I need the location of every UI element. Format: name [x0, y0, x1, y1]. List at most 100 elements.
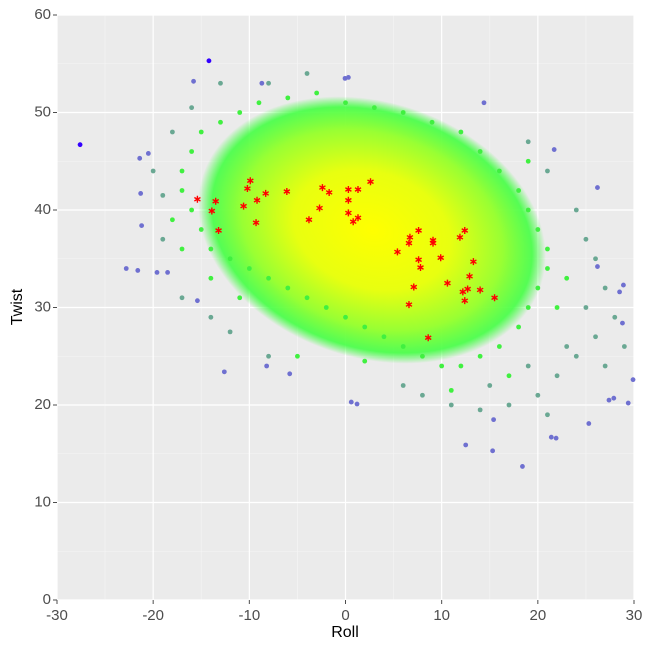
- point: [477, 407, 483, 413]
- point: [490, 448, 496, 454]
- point: [206, 58, 212, 64]
- point: [400, 110, 406, 115]
- point: [189, 149, 195, 154]
- point: [195, 298, 200, 304]
- point: [606, 397, 612, 403]
- point: [429, 119, 435, 125]
- point: [621, 282, 626, 288]
- point: [458, 129, 464, 135]
- axes: -30 -20 -10 0 10 20 30 0 10 20 30 40 50 60: [34, 6, 642, 624]
- point: [400, 344, 406, 349]
- point: [458, 363, 464, 369]
- x-tick-label: -30: [46, 607, 68, 624]
- point: [602, 363, 608, 369]
- point: [481, 100, 487, 106]
- point: [285, 285, 291, 291]
- point: [548, 434, 554, 440]
- x-tick-label: -10: [238, 607, 260, 624]
- point: [362, 358, 368, 364]
- point: [525, 305, 531, 310]
- star-point: [354, 186, 362, 194]
- point: [516, 324, 521, 330]
- point: [491, 417, 496, 423]
- point: [586, 421, 592, 426]
- star-point: [253, 196, 261, 204]
- point: [304, 71, 310, 76]
- star-point: [456, 233, 464, 241]
- point: [545, 168, 550, 174]
- point: [343, 314, 348, 320]
- star-point: [354, 214, 362, 222]
- point: [348, 399, 354, 405]
- point: [137, 155, 143, 161]
- star-point: [349, 218, 357, 226]
- point: [593, 256, 598, 262]
- point: [266, 80, 271, 86]
- star-point: [405, 301, 413, 309]
- point: [583, 305, 589, 310]
- point: [496, 344, 502, 349]
- point: [208, 246, 214, 252]
- point: [343, 100, 348, 106]
- point: [160, 192, 166, 198]
- point: [123, 266, 129, 271]
- star-point: [491, 294, 498, 302]
- y-tick-label: 20: [34, 396, 51, 413]
- x-tick-label: 10: [433, 607, 450, 624]
- point: [496, 168, 502, 174]
- star-point: [194, 195, 201, 203]
- point: [554, 373, 560, 379]
- x-tick-label: -20: [142, 607, 164, 624]
- point: [593, 334, 598, 340]
- y-tick-label: 50: [34, 103, 51, 120]
- point: [345, 75, 351, 80]
- point: [314, 90, 320, 96]
- point: [227, 329, 233, 335]
- point: [266, 353, 271, 359]
- point: [218, 119, 223, 125]
- x-tick-label: 30: [626, 607, 643, 624]
- point: [564, 275, 570, 281]
- point: [525, 363, 531, 369]
- point: [535, 392, 541, 398]
- y-tick-label: 60: [34, 6, 51, 23]
- star-point: [461, 297, 469, 305]
- star-point: [415, 226, 422, 234]
- point: [602, 285, 608, 291]
- point: [160, 236, 166, 242]
- point: [448, 402, 454, 408]
- point: [227, 256, 233, 262]
- point: [525, 139, 531, 145]
- point: [621, 344, 627, 349]
- point: [189, 207, 195, 213]
- star-point: [244, 185, 251, 193]
- star-point: [476, 286, 484, 294]
- point: [612, 314, 618, 320]
- point: [285, 95, 291, 101]
- star-point: [345, 209, 352, 217]
- point: [295, 353, 300, 359]
- point: [179, 168, 185, 174]
- point: [420, 353, 425, 359]
- density-cloud: [198, 96, 546, 364]
- point: [362, 324, 368, 330]
- point: [77, 142, 83, 148]
- point: [545, 246, 550, 252]
- point: [611, 395, 617, 401]
- star-point: [466, 272, 473, 280]
- point: [237, 295, 243, 301]
- star-point: [240, 202, 247, 210]
- star-point: [410, 283, 418, 291]
- star-point: [406, 233, 414, 241]
- star-point: [345, 186, 352, 194]
- star-point: [437, 254, 445, 262]
- star-point: [252, 219, 260, 227]
- star-point: [325, 188, 333, 196]
- point: [145, 151, 151, 156]
- point: [170, 217, 175, 223]
- x-tick-label: 0: [341, 607, 349, 624]
- point: [595, 185, 600, 190]
- y-tick-label: 30: [34, 298, 51, 315]
- star-point: [316, 204, 323, 212]
